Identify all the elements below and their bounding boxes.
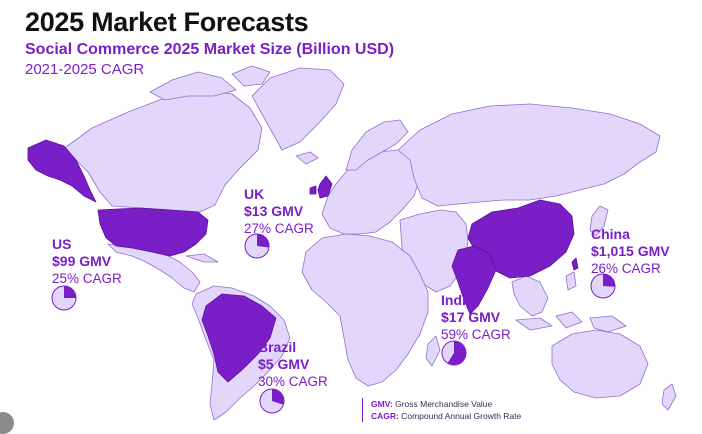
region-label-india: India $17 GMV 59% CAGR (441, 292, 511, 343)
cagr-pie-uk (244, 233, 270, 259)
map-new-guinea (589, 315, 627, 333)
region-label-us: US $99 GMV 25% CAGR (52, 236, 122, 287)
map-india (451, 245, 497, 315)
region-label-brazil: Brazil $5 GMV 30% CAGR (258, 339, 328, 390)
map-ireland (309, 185, 317, 195)
legend-gmv-text: Gross Merchandise Value (392, 399, 493, 409)
pie-slice (447, 341, 467, 365)
map-russia (397, 103, 661, 207)
cagr-pie-brazil (259, 388, 285, 414)
pie-slice (603, 274, 616, 287)
pie-slice (64, 286, 76, 298)
region-gmv: $17 GMV (441, 309, 501, 325)
legend: GMV: Gross Merchandise Value CAGR: Compo… (362, 398, 521, 422)
map-brazil (201, 293, 277, 383)
region-label-uk: UK $13 GMV 27% CAGR (244, 186, 314, 237)
map-uk (317, 175, 333, 199)
pie-slice (272, 389, 284, 405)
legend-cagr-key: CAGR: (371, 411, 399, 421)
region-name: China (591, 226, 630, 242)
page-subtitle-cagr: 2021-2025 CAGR (25, 61, 145, 78)
map-iceland (295, 151, 319, 165)
page-subtitle: Social Commerce 2025 Market Size (Billio… (25, 41, 395, 58)
map-africa (301, 233, 429, 387)
region-gmv: $1,015 GMV (591, 243, 670, 259)
map-taiwan (571, 257, 579, 271)
header: 2025 Market Forecasts Social Commerce 20… (25, 6, 394, 79)
map-indonesia-2 (555, 311, 583, 329)
map-cuba (185, 253, 219, 263)
cagr-pie-china (590, 273, 616, 299)
cagr-pie-india (441, 340, 467, 366)
cagr-pie-us (51, 285, 77, 311)
map-philippines (565, 271, 577, 291)
region-name: US (52, 236, 72, 252)
region-cagr: 25% CAGR (52, 271, 122, 286)
region-name: UK (244, 186, 265, 202)
legend-gmv: GMV: Gross Merchandise Value (371, 398, 521, 410)
region-cagr: 26% CAGR (591, 261, 661, 276)
map-madagascar (425, 335, 441, 367)
legend-cagr: CAGR: Compound Annual Growth Rate (371, 410, 521, 422)
legend-cagr-text: Compound Annual Growth Rate (398, 411, 522, 421)
region-gmv: $99 GMV (52, 253, 112, 269)
map-indonesia-1 (515, 317, 553, 331)
map-greenland (251, 67, 345, 151)
map-arctic-island-2 (231, 65, 271, 87)
map-scandinavia (345, 119, 409, 171)
region-cagr: 30% CAGR (258, 374, 328, 389)
map-new-zealand (661, 383, 677, 411)
map-southeast-asia (511, 275, 549, 317)
map-arctic-islands (149, 71, 237, 101)
map-japan (589, 205, 609, 237)
region-cagr: 59% CAGR (441, 327, 511, 342)
region-label-china: China $1,015 GMV 26% CAGR (591, 226, 670, 277)
legend-gmv-key: GMV: (371, 399, 393, 409)
region-cagr: 27% CAGR (244, 221, 314, 236)
region-name: India (441, 292, 474, 308)
region-gmv: $5 GMV (258, 356, 310, 372)
map-australia (551, 329, 649, 399)
map-usa (97, 207, 209, 257)
overlay-button-icon[interactable] (0, 412, 14, 434)
region-gmv: $13 GMV (244, 203, 304, 219)
region-name: Brazil (258, 339, 297, 355)
pie-slice (257, 234, 270, 248)
map-alaska (27, 139, 97, 203)
page-title: 2025 Market Forecasts (25, 7, 309, 37)
